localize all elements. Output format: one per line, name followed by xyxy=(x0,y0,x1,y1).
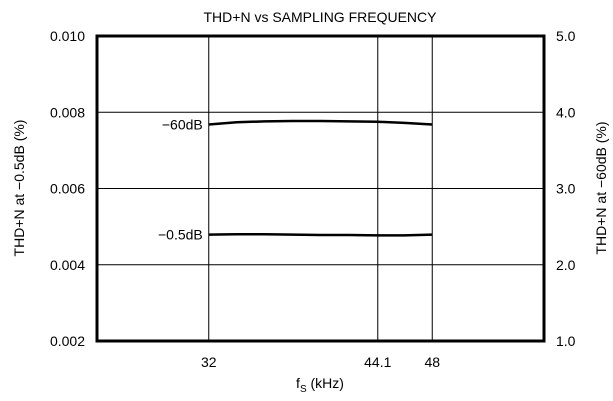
series-line xyxy=(208,119,433,126)
series-line xyxy=(208,233,433,237)
x-tick-label: 32 xyxy=(201,354,217,370)
tick-labels: 0.010 0.008 0.006 0.004 0.002 5.0 4.0 3.0 2.0 1.0… xyxy=(50,28,576,370)
y-right-tick-label: 5.0 xyxy=(556,28,576,44)
series-label: −0.5dB xyxy=(158,227,203,243)
y-left-tick-label: 0.002 xyxy=(50,333,85,349)
y-left-tick-label: 0.008 xyxy=(50,104,85,120)
y-left-tick-label: 0.006 xyxy=(50,181,85,197)
series-label-bg xyxy=(136,223,203,244)
y-axis-left-label: THD+N at −0.5dB (%) xyxy=(11,120,27,257)
x-tick-label: 48 xyxy=(424,354,440,370)
plot-frame xyxy=(95,34,546,343)
x-axis-label-main: f xyxy=(296,375,300,391)
grid-lines xyxy=(97,36,544,341)
chart-title: THD+N vs SAMPLING FREQUENCY xyxy=(204,9,438,25)
y-right-tick-label: 2.0 xyxy=(556,257,576,273)
series-group: −60dB −0.5dB xyxy=(136,113,433,244)
x-axis-label: fS (kHz) xyxy=(296,375,344,395)
y-left-tick-label: 0.010 xyxy=(50,28,85,44)
x-tick-label: 44.1 xyxy=(364,354,391,370)
series-label-bg xyxy=(136,113,203,134)
y-right-tick-label: 4.0 xyxy=(556,104,576,120)
y-left-tick-label: 0.004 xyxy=(50,257,85,273)
series-label: −60dB xyxy=(162,116,203,132)
x-axis-label-unit: (kHz) xyxy=(307,375,344,391)
x-axis-label-subscript: S xyxy=(300,384,307,395)
y-right-tick-label: 3.0 xyxy=(556,181,576,197)
y-right-tick-label: 1.0 xyxy=(556,333,576,349)
y-axis-right-label: THD+N at −60dB (%) xyxy=(593,121,609,254)
